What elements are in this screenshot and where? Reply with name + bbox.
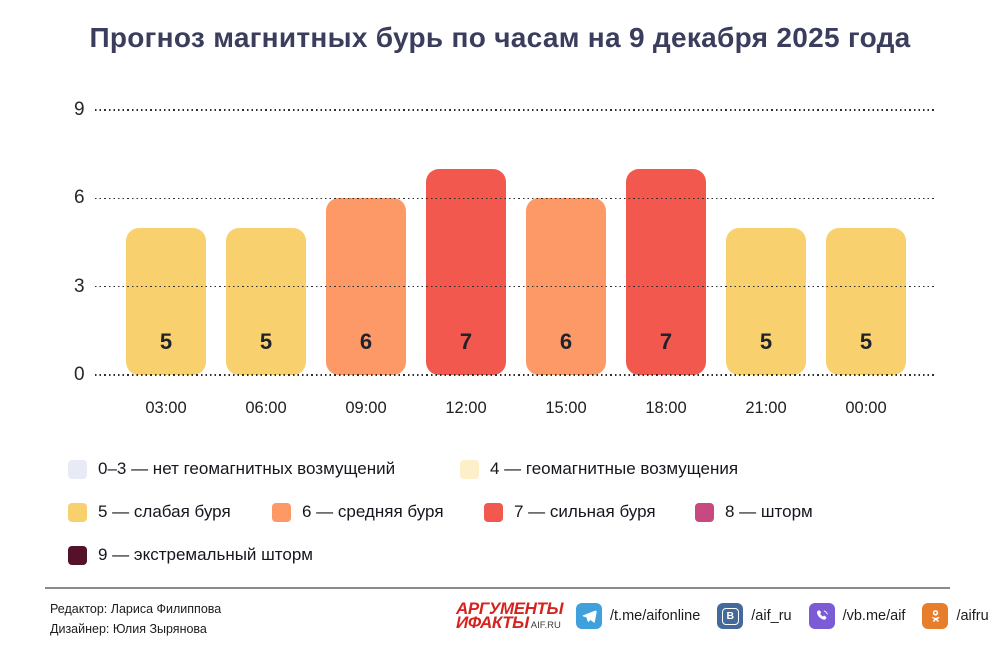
gridline-0 xyxy=(95,374,935,376)
bar-03:00: 5 xyxy=(126,227,206,375)
y-tick-label-3: 3 xyxy=(74,275,85,297)
bar-value-label: 5 xyxy=(159,329,173,354)
bar-chart-plot-area: 5 5 6 7 6 7 5 5 xyxy=(95,109,935,376)
credits: Редактор: Лариса Филиппова Дизайнер: Юли… xyxy=(50,599,221,639)
legend-item: 8 — шторм xyxy=(695,500,813,524)
social-link-viber: /vb.me/aif xyxy=(808,603,906,629)
y-tick-label-6: 6 xyxy=(74,187,85,209)
gridline-6 xyxy=(95,197,935,200)
legend-swatch xyxy=(68,502,87,522)
gridline-3 xyxy=(95,285,935,288)
social-links: /t.me/aifonline B/aif_ru/vb.me/aif/aifru xyxy=(576,603,989,629)
bar-value-label: 6 xyxy=(559,329,573,354)
x-tick-label-15:00: 15:00 xyxy=(545,399,587,417)
x-tick-label-12:00: 12:00 xyxy=(445,399,487,417)
bar-21:00: 5 xyxy=(726,227,806,375)
social-link-telegram: /t.me/aifonline xyxy=(576,603,700,629)
legend-item: 4 — геомагнитные возмущения xyxy=(460,457,738,481)
footer-divider xyxy=(45,587,950,589)
social-link-ok: /aifru xyxy=(922,603,989,629)
x-tick-label-00:00: 00:00 xyxy=(845,399,887,417)
social-handle: /aifru xyxy=(956,608,989,624)
social-handle: /aif_ru xyxy=(751,608,792,624)
x-tick-label-18:00: 18:00 xyxy=(645,399,687,417)
x-tick-label-03:00: 03:00 xyxy=(145,399,187,417)
aif-logo-suffix: AIF.RU xyxy=(530,620,561,632)
social-handle: /vb.me/aif xyxy=(842,608,906,624)
bar-18:00: 7 xyxy=(626,168,706,375)
social-link-vk: B/aif_ru xyxy=(717,603,792,629)
legend-item: 0–3 — нет геомагнитных возмущений xyxy=(68,457,395,481)
x-tick-label-09:00: 09:00 xyxy=(345,399,387,417)
legend-item: 9 — экстремальный шторм xyxy=(68,543,313,567)
legend-swatch xyxy=(272,502,291,522)
page-title: Прогноз магнитных бурь по часам на 9 дек… xyxy=(89,22,911,53)
legend-swatch xyxy=(68,545,87,565)
legend-label: 4 — геомагнитные возмущения xyxy=(490,459,739,478)
bar-06:00: 5 xyxy=(226,227,306,375)
bar-value-label: 5 xyxy=(859,329,873,354)
bar-00:00: 5 xyxy=(826,227,906,375)
legend-label: 7 — сильная буря xyxy=(514,502,656,521)
x-tick-label-21:00: 21:00 xyxy=(745,399,787,417)
y-tick-label-9: 9 xyxy=(74,99,85,120)
credit-designer: Дизайнер: Юлия Зырянова xyxy=(50,622,207,636)
telegram-icon xyxy=(576,603,602,629)
bar-value-label: 5 xyxy=(259,329,273,354)
bar-value-label: 7 xyxy=(459,329,473,354)
legend-label: 9 — экстремальный шторм xyxy=(98,545,313,564)
aif-logo-line2: ИФАКТЫ xyxy=(456,613,529,633)
viber-icon xyxy=(808,603,835,629)
social-handle: /t.me/aifonline xyxy=(610,608,701,624)
bar-value-label: 5 xyxy=(759,329,773,354)
credit-editor: Редактор: Лариса Филиппова xyxy=(50,602,222,616)
legend-swatch xyxy=(484,502,503,522)
ok-icon xyxy=(922,603,949,629)
aif-logo-line1: АРГУМЕНТЫ xyxy=(456,599,564,618)
legend-label: 8 — шторм xyxy=(725,502,813,521)
aif-logo: АРГУМЕНТЫ ИФАКТЫ AIF.RU xyxy=(456,599,564,633)
legend-label: 6 — средняя буря xyxy=(302,502,444,521)
bar-value-label: 6 xyxy=(359,329,373,354)
legend-swatch xyxy=(68,459,87,479)
legend-item: 6 — средняя буря xyxy=(272,500,444,524)
vk-icon: B xyxy=(717,603,744,629)
y-tick-label-0: 0 xyxy=(74,364,85,385)
x-tick-label-06:00: 06:00 xyxy=(245,399,287,417)
legend-swatch xyxy=(695,502,714,522)
bar-12:00: 7 xyxy=(426,168,506,375)
legend-item: 5 — слабая буря xyxy=(68,500,231,524)
gridline-9 xyxy=(95,109,935,111)
legend-swatch xyxy=(460,459,479,479)
legend-label: 5 — слабая буря xyxy=(98,502,231,521)
legend-label: 0–3 — нет геомагнитных возмущений xyxy=(98,459,396,478)
legend-item: 7 — сильная буря xyxy=(484,500,656,524)
bar-value-label: 7 xyxy=(659,329,673,354)
